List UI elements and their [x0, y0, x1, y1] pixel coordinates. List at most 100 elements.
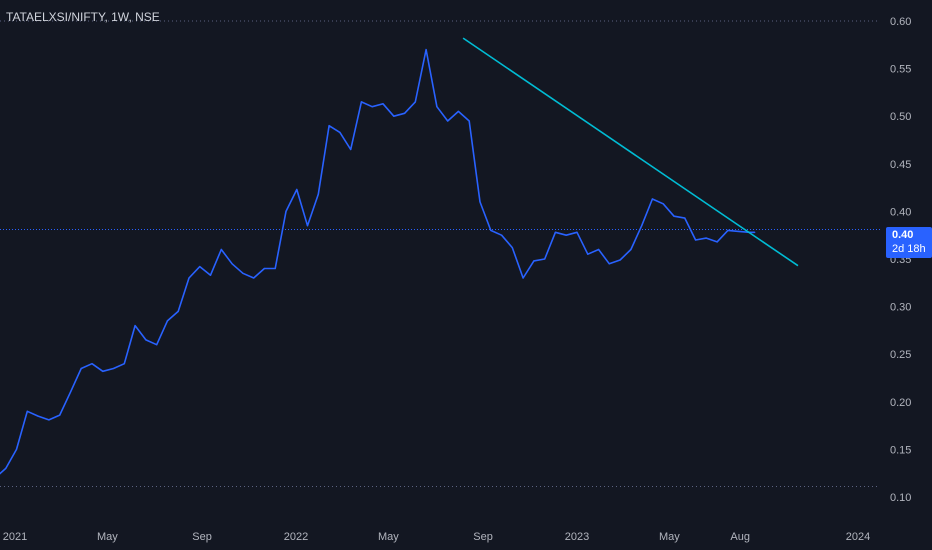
price-point — [91, 363, 93, 365]
price-point — [393, 115, 395, 117]
price-point — [414, 101, 416, 103]
price-point — [80, 367, 82, 370]
x-tick-label: May — [378, 531, 399, 543]
price-point — [425, 49, 427, 51]
price-point — [37, 415, 39, 417]
price-point — [253, 277, 255, 279]
y-tick-label: 0.25 — [890, 349, 911, 361]
price-point — [511, 247, 513, 249]
price-point — [436, 106, 438, 108]
price-point — [26, 410, 28, 412]
price-point — [156, 344, 158, 346]
price-point — [447, 120, 449, 122]
y-tick-label: 0.40 — [890, 206, 911, 218]
price-point — [102, 370, 104, 372]
price-point — [533, 260, 535, 262]
price-point — [350, 148, 352, 151]
price-point — [738, 230, 740, 232]
y-tick-label: 0.45 — [890, 159, 911, 171]
price-point — [457, 110, 459, 112]
price-point — [317, 193, 319, 195]
price-point — [220, 248, 222, 251]
price-point — [684, 217, 686, 219]
price-point — [479, 201, 481, 203]
y-tick-label: 0.15 — [890, 444, 911, 456]
x-tick-label: 2023 — [565, 531, 589, 543]
price-point — [576, 231, 578, 233]
price-point — [48, 419, 50, 421]
price-point — [69, 391, 71, 393]
price-point — [673, 215, 675, 217]
price-point — [242, 272, 244, 274]
price-point — [404, 112, 406, 114]
price-point — [608, 263, 610, 265]
price-point — [112, 367, 115, 370]
price-point — [695, 239, 697, 241]
price-point — [630, 248, 632, 251]
price-points — [5, 49, 756, 469]
price-point — [554, 231, 557, 233]
price-point — [296, 188, 298, 191]
price-series-line[interactable] — [0, 48, 755, 478]
trend-line[interactable] — [462, 37, 799, 267]
price-point — [641, 225, 643, 227]
price-point — [209, 274, 212, 276]
price-point — [360, 101, 362, 103]
price-point — [328, 125, 330, 127]
price-point — [716, 241, 718, 243]
y-tick-label: 0.20 — [890, 397, 911, 409]
price-label-background — [886, 227, 932, 258]
y-tick-label: 0.10 — [890, 492, 911, 504]
price-point — [371, 106, 373, 108]
price-point — [587, 253, 589, 255]
x-tick-label: 2024 — [846, 531, 870, 543]
x-axis: 2021 May Sep 2022 May Sep 2023 May Aug 2024 — [3, 531, 870, 543]
price-point — [285, 210, 287, 212]
price-point — [306, 225, 309, 227]
price-point — [339, 131, 341, 133]
price-point — [5, 467, 7, 469]
price-point — [544, 258, 546, 260]
price-point — [705, 237, 707, 239]
price-point — [15, 448, 18, 450]
y-tick-label: 0.30 — [890, 302, 911, 314]
x-tick-label: Sep — [192, 531, 212, 543]
price-point — [134, 325, 136, 327]
x-tick-label: 2022 — [284, 531, 308, 543]
price-point — [199, 266, 201, 268]
price-point — [166, 320, 168, 322]
price-point — [274, 267, 276, 270]
x-tick-label: Aug — [730, 531, 750, 543]
price-point — [522, 277, 524, 279]
price-point — [501, 234, 503, 236]
current-price-label: 0.40 2d 18h — [886, 227, 932, 258]
price-label-countdown: 2d 18h — [892, 243, 926, 255]
price-point — [727, 229, 729, 231]
price-point — [754, 231, 756, 233]
price-point — [382, 103, 384, 105]
x-tick-label: 2021 — [3, 531, 27, 543]
x-tick-label: Sep — [473, 531, 493, 543]
price-point — [490, 229, 492, 231]
y-axis: 0.100.150.200.250.300.350.400.450.500.55… — [890, 16, 911, 504]
price-point — [188, 277, 190, 279]
x-tick-label: May — [97, 531, 118, 543]
price-point — [651, 198, 654, 200]
symbol-title: TATAELXSI/NIFTY, 1W, NSE — [6, 10, 160, 24]
price-point — [123, 363, 125, 365]
price-point — [59, 414, 61, 416]
price-point — [263, 267, 265, 270]
y-tick-label: 0.55 — [890, 64, 911, 76]
x-tick-label: May — [659, 531, 680, 543]
price-point — [231, 263, 233, 265]
price-point — [468, 120, 470, 122]
price-label-value: 0.40 — [892, 229, 913, 241]
price-point — [565, 234, 567, 236]
y-tick-label: 0.60 — [890, 16, 911, 28]
price-point — [662, 203, 664, 205]
y-tick-label: 0.50 — [890, 111, 911, 123]
price-point — [145, 339, 147, 341]
